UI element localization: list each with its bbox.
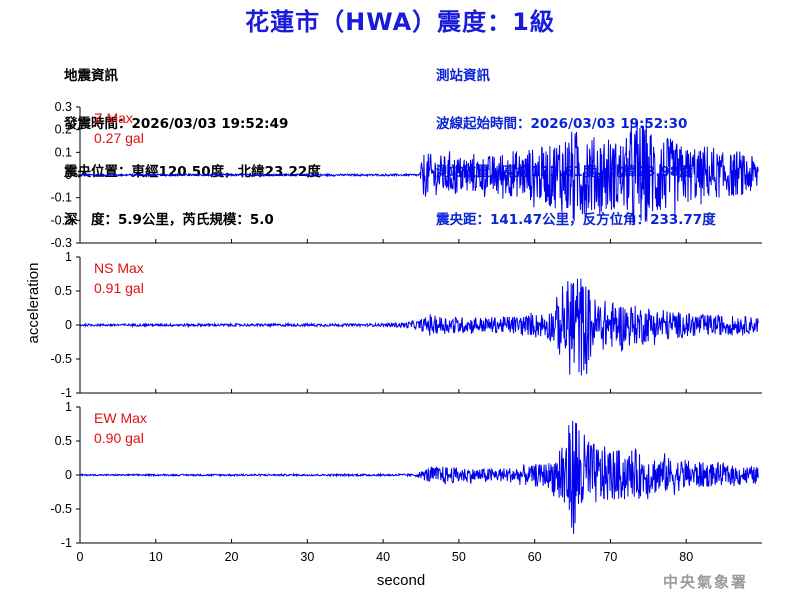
station-info-heading: 測站資訊 [436,68,490,84]
y-tick-label: 0 [65,168,72,182]
y-tick-label: 0.5 [55,284,72,298]
y-tick-label: 0.3 [55,100,72,114]
x-axis-label: second [377,572,425,589]
x-tick-label: 30 [300,550,314,564]
panel-ew: 1 0.5 0 -0.5 -1 EW Max 0.90 gal [50,400,762,550]
y-tick-label: -0.1 [50,191,72,205]
y-tick-label: -0.5 [50,502,72,516]
trace-ns [79,278,759,376]
panel-z: 0.3 0.2 0.1 0 -0.1 -0.2 -0.3 Z Max 0.27 gal [50,100,762,250]
page-title: 花蓮市（HWA）震度：1級 [245,8,555,36]
y-tick-label: 1 [65,250,72,264]
y-tick-label: 0.1 [55,145,72,159]
max-value-ns: 0.91 gal [94,280,144,296]
agency-watermark: 中央氣象署 [662,573,748,591]
y-tick-label: -1 [61,386,72,400]
x-tick-label: 60 [528,550,542,564]
earthquake-info-heading: 地震資訊 [64,68,118,84]
max-label-z: Z Max [94,110,133,126]
trace-ew [79,420,759,535]
x-tick-label: 70 [603,550,617,564]
max-label-ew: EW Max [94,410,147,426]
max-value-z: 0.27 gal [94,130,144,146]
y-axis-label: acceleration [25,263,42,344]
x-tick-label: 20 [225,550,239,564]
trace-z [80,119,759,224]
x-tick-label: 0 [77,550,84,564]
y-tick-label: -1 [61,536,72,550]
depth-magnitude: 深 度：5.9公里，芮氏規模：5.0 [64,212,274,228]
y-tick-label: 0.5 [55,434,72,448]
x-tick-label: 40 [376,550,390,564]
y-tick-label: -0.2 [50,213,72,227]
earthquake-info: 地震資訊 發震時間：2026/03/03 19:52:49 震央位置：東經120… [64,36,321,244]
max-value-ew: 0.90 gal [94,430,144,446]
panel-ns: 1 0.5 0 -0.5 -1 NS Max 0.91 gal [50,250,762,400]
x-tick-label: 10 [149,550,163,564]
y-tick-label: -0.5 [50,352,72,366]
earthquake-time: 發震時間：2026/03/03 19:52:49 [64,116,289,132]
y-tick-label: 0 [65,468,72,482]
y-tick-label: 1 [65,400,72,414]
y-tick-label: -0.3 [50,236,72,250]
x-tick-label: 80 [679,550,693,564]
x-tick-label: 50 [452,550,466,564]
y-tick-label: 0.2 [55,123,72,137]
epicenter-location: 震央位置：東經120.50度，北緯23.22度 [64,164,321,180]
y-tick-label: 0 [65,318,72,332]
max-label-ns: NS Max [94,260,144,276]
